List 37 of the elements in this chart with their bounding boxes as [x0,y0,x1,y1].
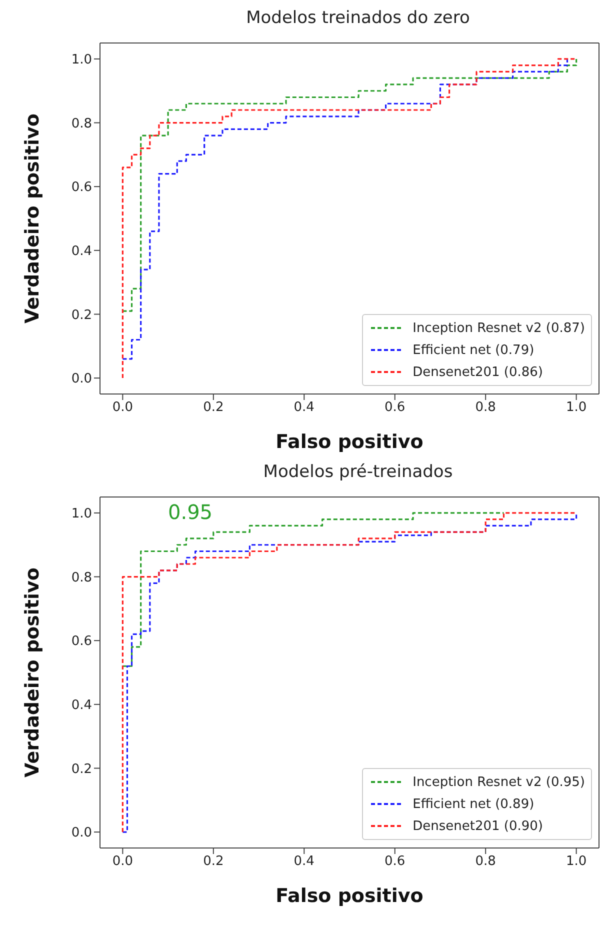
x-axis-title: Falso positivo [276,885,424,907]
y-tick-label: 0.0 [71,826,92,841]
y-tick-label: 0.2 [71,308,92,323]
x-tick-label: 1.0 [566,400,587,416]
chart-title: Modelos treinados do zero [245,8,471,30]
legend-label: Densenet201 (0.86) [412,364,543,380]
y-axis-title: Verdadeiro positivo [22,114,44,324]
y-tick-label: 0.4 [71,244,92,260]
legend-label: Inception Resnet v2 (0.87) [412,320,585,336]
x-tick-label: 0.2 [203,400,224,416]
y-tick-label: 0.0 [71,372,92,387]
x-axis-title: Falso positivo [276,431,424,453]
legend-label: Efficient net (0.89) [412,796,534,812]
y-tick-label: 1.0 [71,506,92,522]
y-tick-label: 0.6 [71,180,92,196]
y-tick-label: 0.8 [71,570,92,586]
x-tick-label: 0.8 [475,400,496,416]
x-tick-label: 1.0 [566,854,587,870]
x-tick-label: 0.4 [294,854,314,870]
x-tick-label: 0.6 [384,400,406,416]
x-tick-label: 0.8 [475,854,496,870]
x-tick-label: 0.6 [384,854,406,870]
y-tick-label: 0.2 [71,762,92,777]
legend-label: Densenet201 (0.90) [412,818,543,834]
x-tick-label: 0.2 [203,854,224,870]
x-tick-label: 0.0 [112,854,134,870]
x-tick-label: 0.0 [112,400,134,416]
x-tick-label: 0.4 [294,400,314,416]
legend-label: Efficient net (0.79) [412,342,534,358]
y-tick-label: 1.0 [71,52,92,68]
annotation: 0.95 [168,500,213,524]
y-tick-label: 0.4 [71,698,92,714]
chart-title: Modelos pré-treinados [262,462,454,484]
y-tick-label: 0.8 [71,116,92,132]
y-axis-title: Verdadeiro positivo [22,568,44,778]
legend-label: Inception Resnet v2 (0.95) [412,774,585,790]
y-tick-label: 0.6 [71,634,92,650]
